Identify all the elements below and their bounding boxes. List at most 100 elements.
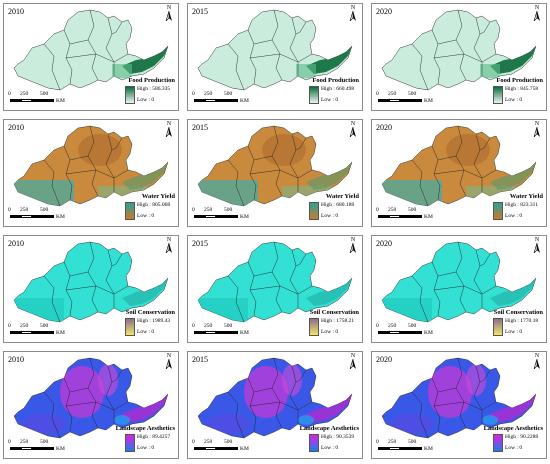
- legend-low-value: Low : 0: [137, 213, 155, 219]
- province-boundary: [437, 271, 457, 277]
- scale-tick-label: 500: [40, 323, 49, 329]
- province-boundary: [411, 391, 429, 439]
- scale-tick-label: 250: [388, 439, 397, 445]
- province-boundary: [437, 387, 457, 393]
- scale-bar-graphic: [378, 331, 422, 334]
- province-boundary: [271, 241, 283, 313]
- province-boundary: [105, 17, 115, 76]
- province-boundary: [43, 159, 61, 207]
- scale-unit: KM: [240, 330, 249, 336]
- scale-tick-label: 500: [408, 439, 417, 445]
- scale-bar: 0 250 500 KM: [376, 207, 438, 223]
- year-label: 2010: [8, 123, 24, 132]
- basin-map: [13, 9, 169, 91]
- province-boundary: [411, 159, 429, 207]
- legend-title: Water Yield: [509, 193, 543, 200]
- province-boundary: [455, 9, 467, 81]
- legend-color-ramp: [493, 86, 503, 104]
- basin-map: [13, 125, 169, 207]
- map-panel: 2015 N 0 250 500 KM Water Yield High : 680.188 L…: [187, 119, 363, 227]
- province-boundary: [227, 159, 245, 207]
- map-legend: Landscape Aesthetics High : 89.4257 Low : …: [105, 425, 175, 455]
- scale-unit: KM: [56, 98, 65, 104]
- legend-color-ramp: [309, 318, 319, 336]
- scale-ticks: 0 250 500: [192, 323, 254, 331]
- north-arrow-icon: N: [532, 353, 542, 369]
- scale-bar-graphic: [194, 99, 238, 102]
- year-label: 2020: [376, 355, 392, 364]
- legend-high-value: High : 1770.18: [505, 318, 539, 324]
- legend-high-value: High : 660.498: [321, 86, 355, 92]
- year-label: 2015: [192, 123, 208, 132]
- legend-low-value: Low : 0: [137, 329, 155, 335]
- year-label: 2020: [376, 123, 392, 132]
- province-boundary: [69, 155, 89, 161]
- north-arrow-icon: N: [532, 121, 542, 137]
- north-arrow-icon: N: [164, 121, 174, 137]
- legend-title: Food Production: [496, 77, 543, 84]
- scale-tick-label: 0: [376, 207, 379, 213]
- north-label: N: [534, 353, 540, 359]
- province-boundary: [473, 133, 483, 192]
- province-boundary: [455, 241, 467, 313]
- legend-color-ramp: [309, 86, 319, 104]
- map-legend: Water Yield High : 805.068 Low : 0: [105, 193, 175, 223]
- scale-ticks: 0 250 500: [376, 323, 438, 331]
- basin-map: [197, 357, 353, 439]
- province-boundary: [473, 249, 483, 308]
- scale-tick-label: 0: [376, 323, 379, 329]
- province-boundary: [253, 387, 273, 393]
- scale-bar: 0 250 500 KM: [376, 323, 438, 339]
- scale-tick-label: 500: [40, 439, 49, 445]
- province-boundary: [43, 275, 61, 323]
- north-label: N: [350, 5, 356, 11]
- scale-ticks: 0 250 500: [192, 91, 254, 99]
- scale-unit: KM: [424, 330, 433, 336]
- legend-high-value: High : 805.068: [137, 202, 171, 208]
- scale-ticks: 0 250 500: [8, 91, 70, 99]
- north-label: N: [350, 237, 356, 243]
- province-boundary: [295, 369, 307, 383]
- basin-map: [13, 357, 169, 439]
- basin-map: [381, 241, 537, 323]
- legend-title: Landscape Aesthetics: [299, 425, 359, 432]
- province-boundary: [87, 9, 99, 81]
- province-boundary: [65, 169, 129, 179]
- province-boundary: [253, 39, 273, 45]
- scale-bar: 0 250 500 KM: [192, 323, 254, 339]
- map-legend: Landscape Aesthetics High : 90.2288 Low : …: [473, 425, 543, 455]
- north-arrow-icon: N: [164, 237, 174, 253]
- legend-color-ramp: [493, 202, 503, 220]
- scale-tick-label: 0: [192, 323, 195, 329]
- map-legend: Water Yield High : 823.311 Low : 0: [473, 193, 543, 223]
- province-boundary: [433, 53, 497, 63]
- province-boundary: [111, 253, 123, 267]
- scale-tick-label: 500: [224, 323, 233, 329]
- province-boundary: [43, 391, 61, 439]
- scale-bar: 0 250 500 KM: [8, 207, 70, 223]
- map-panel: 2015 N 0 250 500 KM Soil Conservation High : 17…: [187, 235, 363, 343]
- high-value-zone: [490, 46, 536, 74]
- map-panel: 2020 N 0 250 500 KM Water Yield High : 823.311 L…: [371, 119, 547, 227]
- scale-tick-label: 500: [408, 207, 417, 213]
- province-boundary: [69, 39, 89, 45]
- basin-map: [381, 357, 537, 439]
- map-panel: 2020 N 0 250 500 KM Landscape Aesthetics High :…: [371, 351, 547, 459]
- scale-bar: 0 250 500 KM: [8, 91, 70, 107]
- map-legend: Soil Conservation High : 1989.43 Low : 0: [105, 309, 175, 339]
- scale-bar: 0 250 500 KM: [376, 439, 438, 455]
- legend-high-value: High : 1989.43: [137, 318, 171, 324]
- legend-title: Food Production: [312, 77, 359, 84]
- scale-unit: KM: [56, 330, 65, 336]
- north-arrow-icon: N: [348, 237, 358, 253]
- north-arrow-icon: N: [348, 5, 358, 21]
- province-boundary: [87, 357, 99, 429]
- province-boundary: [271, 125, 283, 197]
- province-boundary: [111, 137, 123, 151]
- scale-bar: 0 250 500 KM: [8, 323, 70, 339]
- scale-ticks: 0 250 500: [8, 207, 70, 215]
- scale-unit: KM: [424, 214, 433, 220]
- province-boundary: [69, 271, 89, 277]
- province-boundary: [479, 253, 491, 267]
- year-label: 2010: [8, 355, 24, 364]
